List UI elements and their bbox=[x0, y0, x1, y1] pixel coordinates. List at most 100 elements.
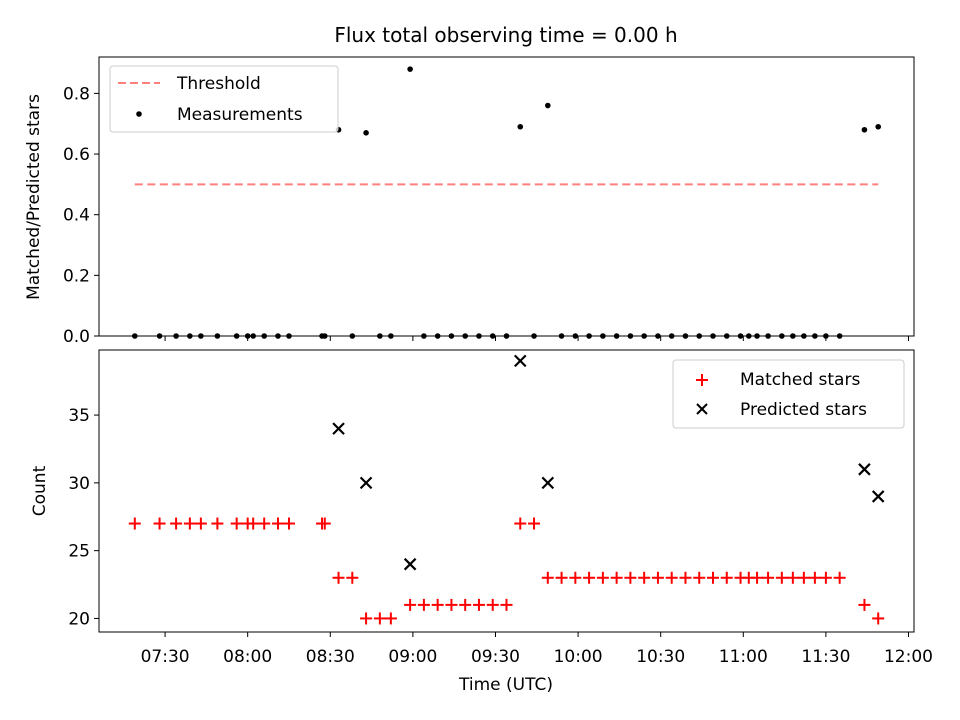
top-legend-box bbox=[109, 65, 339, 133]
bottom-xtick-label: 10:00 bbox=[554, 647, 603, 667]
matched-star-marker bbox=[183, 517, 196, 530]
bottom-xtick-label: 10:30 bbox=[636, 647, 685, 667]
matched-star-marker bbox=[282, 517, 295, 530]
measurement-point bbox=[545, 102, 551, 109]
matched-star-marker bbox=[431, 598, 444, 611]
bottom-ylabel: Count bbox=[30, 465, 50, 516]
chart-title: Flux total observing time = 0.00 h bbox=[334, 23, 677, 47]
measurement-point bbox=[517, 123, 524, 130]
matched-star-marker bbox=[638, 571, 651, 584]
matched-star-marker bbox=[153, 517, 166, 530]
top-ytick-label: 0.6 bbox=[63, 145, 90, 165]
bottom-xtick-label: 11:00 bbox=[719, 647, 768, 667]
matched-star-marker bbox=[808, 571, 821, 584]
matched-star-marker bbox=[528, 517, 541, 530]
bottom-xlabel: Time (UTC) bbox=[458, 675, 553, 695]
bottom-legend: Matched stars Predicted stars bbox=[672, 359, 905, 429]
bottom-ytick-label: 25 bbox=[68, 542, 90, 562]
matched-star-marker bbox=[555, 571, 568, 584]
legend-threshold-label: Threshold bbox=[176, 74, 261, 94]
matched-star-marker bbox=[569, 571, 582, 584]
matched-star-marker bbox=[404, 598, 417, 611]
matched-star-marker bbox=[665, 571, 678, 584]
matched-star-marker bbox=[346, 571, 359, 584]
predicted-star-marker bbox=[541, 476, 555, 490]
bottom-xtick-label: 11:30 bbox=[801, 647, 850, 667]
matched-star-marker bbox=[775, 571, 788, 584]
matched-star-marker bbox=[417, 598, 430, 611]
matched-star-marker bbox=[384, 612, 397, 625]
matched-star-marker bbox=[211, 517, 224, 530]
matched-star-marker bbox=[500, 598, 513, 611]
matched-star-marker bbox=[872, 612, 885, 625]
top-legend: Threshold Measurements bbox=[109, 65, 339, 133]
matched-star-marker bbox=[230, 517, 243, 530]
top-ylabel: Matched/Predicted stars bbox=[24, 94, 44, 300]
matched-star-marker bbox=[258, 517, 271, 530]
bottom-ytick-label: 20 bbox=[68, 609, 90, 629]
bottom-xtick-label: 12:00 bbox=[884, 647, 933, 667]
predicted-star-marker bbox=[513, 354, 527, 368]
matched-star-marker bbox=[247, 517, 260, 530]
matched-star-marker bbox=[762, 571, 775, 584]
matched-star-marker bbox=[445, 598, 458, 611]
matched-star-marker bbox=[486, 598, 499, 611]
matched-star-marker bbox=[610, 571, 623, 584]
count-subplot: 20 25 30 35 07:30 08:00 08:30 09:00 09:30 10:00 10… bbox=[68, 354, 933, 667]
matched-star-marker bbox=[596, 571, 609, 584]
matched-star-marker bbox=[651, 571, 664, 584]
legend-matched-swatch bbox=[696, 374, 708, 386]
matched-star-marker bbox=[858, 598, 871, 611]
legend-measurements-label: Measurements bbox=[177, 105, 303, 125]
matched-star-marker bbox=[819, 571, 832, 584]
matched-star-marker bbox=[194, 517, 207, 530]
matched-star-marker bbox=[128, 517, 141, 530]
matched-star-marker bbox=[707, 571, 720, 584]
matched-star-marker bbox=[833, 571, 846, 584]
top-axes-frame bbox=[98, 56, 915, 337]
measurement-point bbox=[363, 130, 369, 136]
legend-matched-label: Matched stars bbox=[740, 370, 860, 390]
top-ytick-label: 0.8 bbox=[63, 84, 90, 104]
matched-star-marker bbox=[514, 517, 527, 530]
matched-star-marker bbox=[360, 612, 373, 625]
matched-star-marker bbox=[541, 571, 554, 584]
matched-star-marker bbox=[472, 598, 485, 611]
matched-star-marker bbox=[332, 571, 345, 584]
bottom-ytick-label: 30 bbox=[68, 474, 90, 494]
matched-star-marker bbox=[751, 571, 764, 584]
matched-star-marker bbox=[459, 598, 472, 611]
matched-star-marker bbox=[786, 571, 799, 584]
top-ytick-label: 0.0 bbox=[63, 327, 90, 347]
measurement-point bbox=[875, 123, 882, 130]
top-ytick-label: 0.2 bbox=[63, 266, 90, 286]
matched-star-marker bbox=[679, 571, 692, 584]
predicted-star-marker bbox=[871, 490, 885, 503]
matched-star-marker bbox=[318, 517, 331, 530]
matched-star-marker bbox=[624, 571, 637, 584]
bottom-ytick-label: 35 bbox=[68, 406, 90, 426]
predicted-star-marker bbox=[403, 557, 417, 571]
predicted-star-marker bbox=[359, 476, 373, 490]
bottom-axes-frame bbox=[98, 349, 915, 633]
matched-star-marker bbox=[720, 571, 733, 584]
matched-star-marker bbox=[693, 571, 706, 584]
bottom-xtick-label: 07:30 bbox=[141, 647, 190, 667]
matched-star-marker bbox=[373, 612, 386, 625]
bottom-xtick-label: 09:30 bbox=[471, 647, 520, 667]
measurement-point bbox=[861, 126, 868, 133]
legend-predicted-swatch bbox=[696, 403, 708, 415]
top-ytick-label: 0.4 bbox=[63, 206, 90, 226]
predicted-star-marker bbox=[858, 463, 871, 476]
measurement-point bbox=[407, 66, 413, 72]
predicted-star-marker bbox=[332, 422, 345, 435]
legend-measurements-swatch bbox=[136, 111, 142, 117]
matched-star-marker bbox=[797, 571, 810, 584]
bottom-xtick-label: 09:00 bbox=[388, 647, 437, 667]
legend-predicted-label: Predicted stars bbox=[740, 400, 867, 420]
matched-star-marker bbox=[583, 571, 596, 584]
matched-star-marker bbox=[170, 517, 183, 530]
bottom-xtick-label: 08:30 bbox=[306, 647, 355, 667]
bottom-legend-box bbox=[672, 359, 905, 429]
